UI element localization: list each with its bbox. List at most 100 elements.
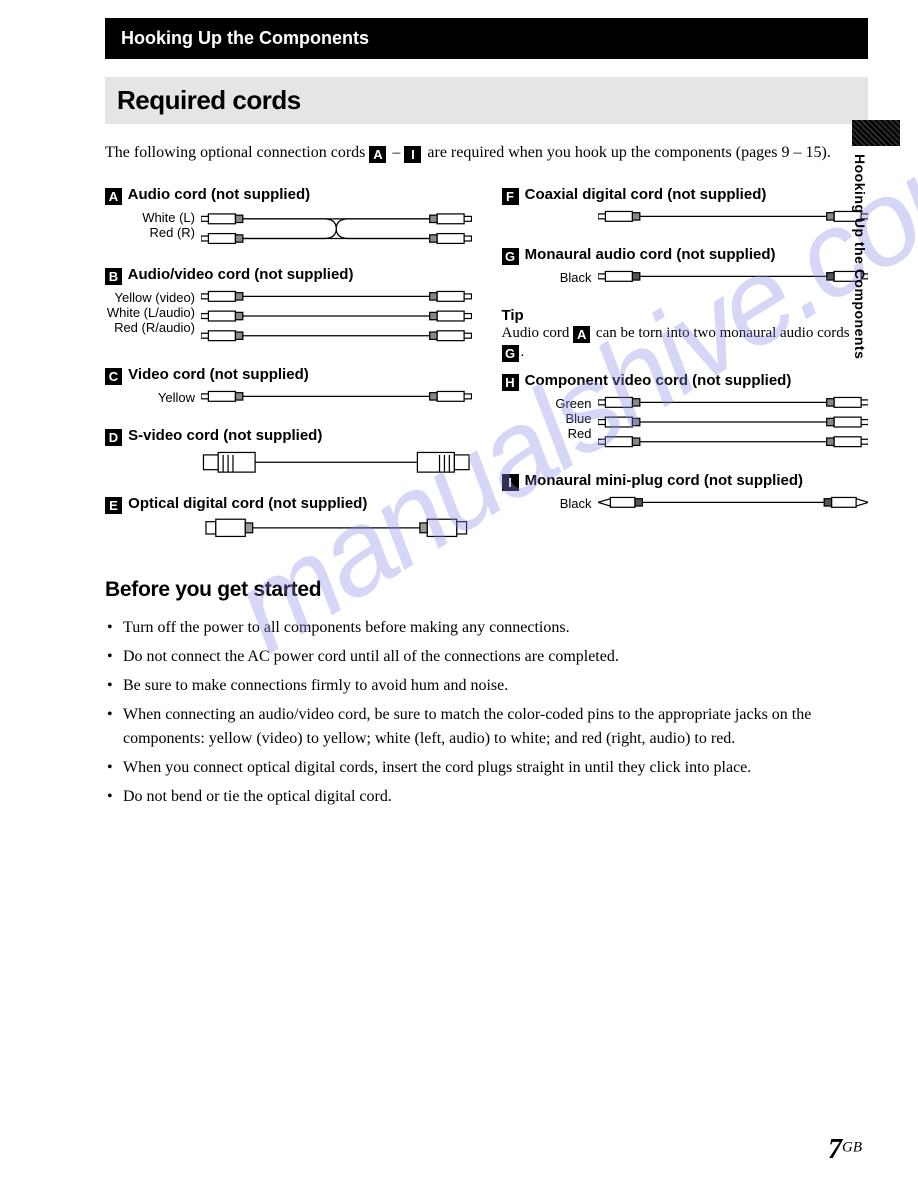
cord-a-title: A Audio cord (not supplied) [105, 186, 472, 205]
page-num-region: GB [842, 1140, 862, 1156]
cord-a-diagram: White (L) Red (R) [105, 209, 472, 248]
cord-h-title: H Component video cord (not supplied) [502, 372, 869, 391]
cord-d-diagram [105, 450, 472, 477]
tip-letter-a: A [573, 326, 590, 343]
before-list: Turn off the power to all components bef… [105, 616, 868, 808]
before-item-0: Turn off the power to all components bef… [105, 616, 868, 639]
cord-h-name: Component video cord (not supplied) [525, 372, 792, 389]
cord-h-diagram: Green Blue Red [502, 395, 869, 454]
letter-a: A [105, 188, 122, 205]
page-num-value: 7 [828, 1134, 842, 1165]
intro-text: The following optional connection cords … [105, 142, 868, 164]
video-cord-icon [201, 389, 472, 409]
letter-d: D [105, 429, 122, 446]
intro-pre: The following optional connection cords [105, 144, 369, 161]
cord-f: F Coaxial digital cord (not supplied) [502, 186, 869, 229]
letter-b: B [105, 268, 122, 285]
cord-c-label-0: Yellow [105, 390, 195, 405]
section-title: Required cords [105, 77, 868, 124]
cord-b-label-0: Yellow (video) [105, 290, 195, 305]
cord-i-label-0: Black [502, 496, 592, 511]
cord-g-name: Monaural audio cord (not supplied) [525, 246, 776, 263]
cord-c-labels: Yellow [105, 389, 201, 405]
before-item-2: Be sure to make connections firmly to av… [105, 674, 868, 697]
cord-i-labels: Black [502, 495, 598, 511]
side-tab-marker [852, 120, 900, 146]
cord-e: E Optical digital cord (not supplied) [105, 495, 472, 540]
tip-mid: can be torn into two monaural audio cord… [592, 325, 849, 341]
av-cord-icon [201, 289, 472, 348]
before-item-4: When you connect optical digital cords, … [105, 756, 868, 779]
cord-h: H Component video cord (not supplied) Gr… [502, 372, 869, 454]
cord-a-labels: White (L) Red (R) [105, 209, 201, 240]
left-column: A Audio cord (not supplied) White (L) Re… [105, 186, 472, 558]
monaural-cord-icon [598, 269, 869, 289]
cord-b-label-1: White (L/audio) [105, 305, 195, 320]
letter-e: E [105, 497, 122, 514]
cord-h-label-2: Red [502, 426, 592, 441]
cord-d-title: D S-video cord (not supplied) [105, 427, 472, 446]
cord-i: I Monaural mini-plug cord (not supplied)… [502, 472, 869, 512]
cord-g-labels: Black [502, 269, 598, 285]
tip-post: . [521, 344, 525, 360]
cord-b-title: B Audio/video cord (not supplied) [105, 266, 472, 285]
cord-b-labels: Yellow (video) White (L/audio) Red (R/au… [105, 289, 201, 335]
before-item-1: Do not connect the AC power cord until a… [105, 645, 868, 668]
optical-cord-icon [201, 518, 472, 540]
component-cord-icon [598, 395, 869, 454]
before-item-5: Do not bend or tie the optical digital c… [105, 785, 868, 808]
audio-cord-icon [201, 209, 472, 248]
cord-c-diagram: Yellow [105, 389, 472, 409]
cord-b: B Audio/video cord (not supplied) Yellow… [105, 266, 472, 348]
cord-f-title: F Coaxial digital cord (not supplied) [502, 186, 869, 205]
cord-f-diagram [502, 209, 869, 229]
page: Hooking Up the Components Required cords… [0, 0, 918, 808]
cord-g: G Monaural audio cord (not supplied) Bla… [502, 246, 869, 289]
cord-i-title: I Monaural mini-plug cord (not supplied) [502, 472, 869, 491]
cord-b-label-2: Red (R/audio) [105, 320, 195, 335]
before-heading: Before you get started [105, 578, 868, 602]
chapter-header: Hooking Up the Components [105, 18, 868, 59]
cords-columns: A Audio cord (not supplied) White (L) Re… [105, 186, 868, 558]
cord-b-name: Audio/video cord (not supplied) [128, 266, 354, 283]
intro-dash: – [388, 144, 404, 161]
page-number: 7GB [828, 1134, 862, 1166]
side-tab: Hooking Up the Components [852, 120, 900, 359]
cord-c-name: Video cord (not supplied) [128, 366, 309, 383]
intro-post: are required when you hook up the compon… [423, 144, 830, 161]
cord-b-diagram: Yellow (video) White (L/audio) Red (R/au… [105, 289, 472, 348]
cord-a: A Audio cord (not supplied) White (L) Re… [105, 186, 472, 248]
tip-block: Tip Audio cord A can be torn into two mo… [502, 307, 869, 362]
letter-f: F [502, 188, 519, 205]
cord-h-label-1: Blue [502, 411, 592, 426]
letter-h: H [502, 374, 519, 391]
cord-a-label-0: White (L) [105, 210, 195, 225]
cord-g-label-0: Black [502, 270, 592, 285]
miniplug-cord-icon [598, 495, 869, 512]
cord-a-name: Audio cord (not supplied) [128, 186, 310, 203]
side-tab-label: Hooking Up the Components [852, 154, 868, 359]
cord-h-labels: Green Blue Red [502, 395, 598, 441]
letter-a-inline: A [369, 146, 386, 163]
cord-e-diagram [105, 518, 472, 540]
letter-i-inline: I [404, 146, 421, 163]
right-column: F Coaxial digital cord (not supplied) [502, 186, 869, 558]
letter-c: C [105, 368, 122, 385]
cord-i-name: Monaural mini-plug cord (not supplied) [525, 472, 803, 489]
letter-i: I [502, 474, 519, 491]
cord-d: D S-video cord (not supplied) [105, 427, 472, 477]
cord-a-label-1: Red (R) [105, 225, 195, 240]
before-item-3: When connecting an audio/video cord, be … [105, 703, 868, 749]
cord-c: C Video cord (not supplied) Yellow [105, 366, 472, 409]
coaxial-cord-icon [598, 209, 869, 229]
cord-f-name: Coaxial digital cord (not supplied) [525, 186, 767, 203]
tip-pre: Audio cord [502, 325, 574, 341]
cord-c-title: C Video cord (not supplied) [105, 366, 472, 385]
cord-e-title: E Optical digital cord (not supplied) [105, 495, 472, 514]
tip-letter-g: G [502, 345, 519, 362]
cord-e-name: Optical digital cord (not supplied) [128, 495, 367, 512]
tip-body: Audio cord A can be torn into two monaur… [502, 324, 869, 362]
svideo-cord-icon [201, 450, 472, 477]
cord-g-diagram: Black [502, 269, 869, 289]
cord-i-diagram: Black [502, 495, 869, 512]
